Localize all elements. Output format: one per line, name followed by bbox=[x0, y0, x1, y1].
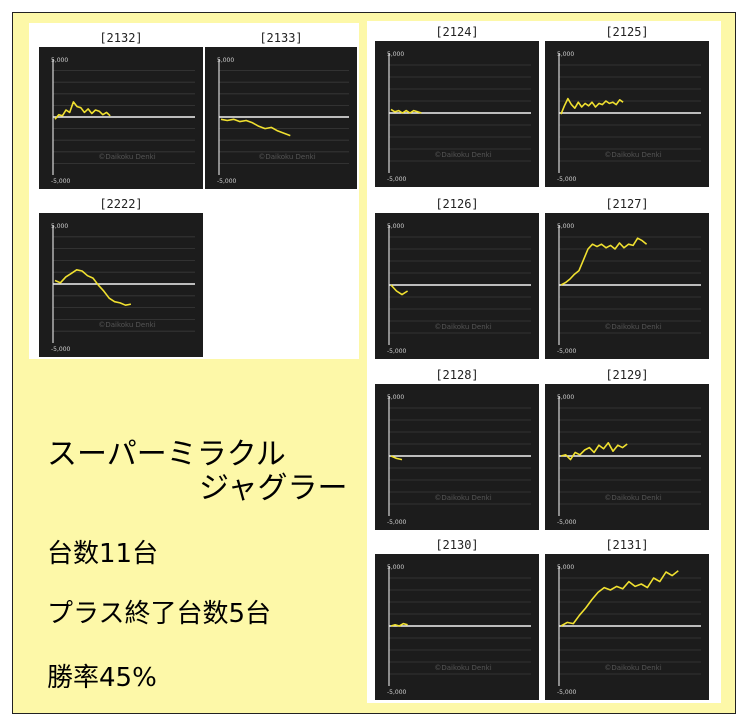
slump-graph: 5,000 -5,000 ©Daikoku Denki bbox=[39, 47, 203, 189]
machine-number-label: [2222] bbox=[99, 197, 143, 211]
slump-graph: 5,000 -5,000 ©Daikoku Denki bbox=[205, 47, 357, 189]
y-tick-min: -5,000 bbox=[387, 348, 407, 355]
watermark: ©Daikoku Denki bbox=[604, 323, 661, 331]
slump-graph: 5,000 -5,000 ©Daikoku Denki bbox=[375, 554, 539, 700]
y-tick-min: -5,000 bbox=[51, 178, 71, 185]
machine-number-label: [2133] bbox=[259, 31, 303, 45]
watermark: ©Daikoku Denki bbox=[98, 321, 155, 329]
y-tick-max: 5,000 bbox=[387, 223, 404, 230]
machine-title-line2: ジャグラー bbox=[199, 471, 348, 506]
machine-chart: [2222] 5,000 -5,000 ©Daikoku Denki bbox=[39, 197, 203, 357]
y-tick-max: 5,000 bbox=[557, 564, 574, 571]
y-tick-min: -5,000 bbox=[557, 689, 577, 696]
machine-chart: [2131] 5,000 -5,000 ©Daikoku Denki bbox=[545, 538, 709, 700]
y-tick-max: 5,000 bbox=[557, 51, 574, 58]
slump-graph: 5,000 -5,000 ©Daikoku Denki bbox=[545, 41, 709, 187]
y-tick-max: 5,000 bbox=[387, 51, 404, 58]
y-tick-max: 5,000 bbox=[387, 564, 404, 571]
watermark: ©Daikoku Denki bbox=[434, 494, 491, 502]
machine-count: 台数11台 bbox=[47, 539, 159, 569]
watermark: ©Daikoku Denki bbox=[98, 153, 155, 161]
machine-chart: [2130] 5,000 -5,000 ©Daikoku Denki bbox=[375, 538, 539, 700]
y-tick-min: -5,000 bbox=[387, 689, 407, 696]
series-line bbox=[560, 441, 628, 461]
series-line bbox=[54, 268, 132, 306]
machine-number-label: [2126] bbox=[435, 197, 479, 211]
machine-number-label: [2125] bbox=[605, 25, 649, 39]
y-tick-max: 5,000 bbox=[557, 394, 574, 401]
slump-graph: 5,000 -5,000 ©Daikoku Denki bbox=[375, 384, 539, 530]
series-line bbox=[560, 570, 679, 627]
machine-chart: [2133] 5,000 -5,000 ©Daikoku Denki bbox=[205, 31, 357, 189]
series-line bbox=[220, 118, 291, 137]
y-tick-min: -5,000 bbox=[387, 519, 407, 526]
win-rate: 勝率45% bbox=[47, 663, 157, 693]
y-tick-min: -5,000 bbox=[557, 176, 577, 183]
plus-count: プラス終了台数5台 bbox=[47, 599, 272, 629]
series-line bbox=[390, 622, 408, 627]
series-line bbox=[560, 237, 648, 286]
machine-title-line1: スーパーミラクル bbox=[47, 437, 286, 472]
machine-number-label: [2131] bbox=[605, 538, 649, 552]
watermark: ©Daikoku Denki bbox=[604, 151, 661, 159]
series-line bbox=[390, 108, 422, 114]
watermark: ©Daikoku Denki bbox=[434, 664, 491, 672]
series-line bbox=[390, 455, 403, 461]
watermark: ©Daikoku Denki bbox=[258, 153, 315, 161]
y-tick-max: 5,000 bbox=[51, 223, 68, 230]
slump-graph: 5,000 -5,000 ©Daikoku Denki bbox=[545, 213, 709, 359]
machine-chart: [2129] 5,000 -5,000 ©Daikoku Denki bbox=[545, 368, 709, 530]
series-line bbox=[390, 284, 409, 296]
series-line bbox=[54, 101, 111, 120]
slump-graph: 5,000 -5,000 ©Daikoku Denki bbox=[375, 41, 539, 187]
y-tick-min: -5,000 bbox=[387, 176, 407, 183]
y-tick-max: 5,000 bbox=[51, 57, 68, 64]
slump-graph: 5,000 -5,000 ©Daikoku Denki bbox=[545, 384, 709, 530]
watermark: ©Daikoku Denki bbox=[434, 323, 491, 331]
watermark: ©Daikoku Denki bbox=[604, 494, 661, 502]
machine-chart: [2125] 5,000 -5,000 ©Daikoku Denki bbox=[545, 25, 709, 187]
y-tick-min: -5,000 bbox=[51, 346, 71, 353]
machine-chart: [2124] 5,000 -5,000 ©Daikoku Denki bbox=[375, 25, 539, 187]
y-tick-min: -5,000 bbox=[557, 519, 577, 526]
slump-graph: 5,000 -5,000 ©Daikoku Denki bbox=[375, 213, 539, 359]
series-line bbox=[560, 97, 624, 115]
y-tick-max: 5,000 bbox=[217, 57, 234, 64]
watermark: ©Daikoku Denki bbox=[604, 664, 661, 672]
machine-number-label: [2132] bbox=[99, 31, 143, 45]
machine-number-label: [2130] bbox=[435, 538, 479, 552]
y-tick-max: 5,000 bbox=[387, 394, 404, 401]
slump-graph: 5,000 -5,000 ©Daikoku Denki bbox=[545, 554, 709, 700]
machine-chart: [2132] 5,000 -5,000 ©Daikoku Denki bbox=[39, 31, 203, 189]
machine-chart: [2127] 5,000 -5,000 ©Daikoku Denki bbox=[545, 197, 709, 359]
machine-number-label: [2129] bbox=[605, 368, 649, 382]
machine-chart: [2126] 5,000 -5,000 ©Daikoku Denki bbox=[375, 197, 539, 359]
machine-number-label: [2127] bbox=[605, 197, 649, 211]
machine-chart: [2128] 5,000 -5,000 ©Daikoku Denki bbox=[375, 368, 539, 530]
machine-number-label: [2124] bbox=[435, 25, 479, 39]
watermark: ©Daikoku Denki bbox=[434, 151, 491, 159]
y-tick-max: 5,000 bbox=[557, 223, 574, 230]
background-frame: スーパーミラクル ジャグラー 台数11台 プラス終了台数5台 勝率45% [21… bbox=[12, 12, 736, 714]
y-tick-min: -5,000 bbox=[557, 348, 577, 355]
slump-graph: 5,000 -5,000 ©Daikoku Denki bbox=[39, 213, 203, 357]
y-tick-min: -5,000 bbox=[217, 178, 237, 185]
machine-number-label: [2128] bbox=[435, 368, 479, 382]
